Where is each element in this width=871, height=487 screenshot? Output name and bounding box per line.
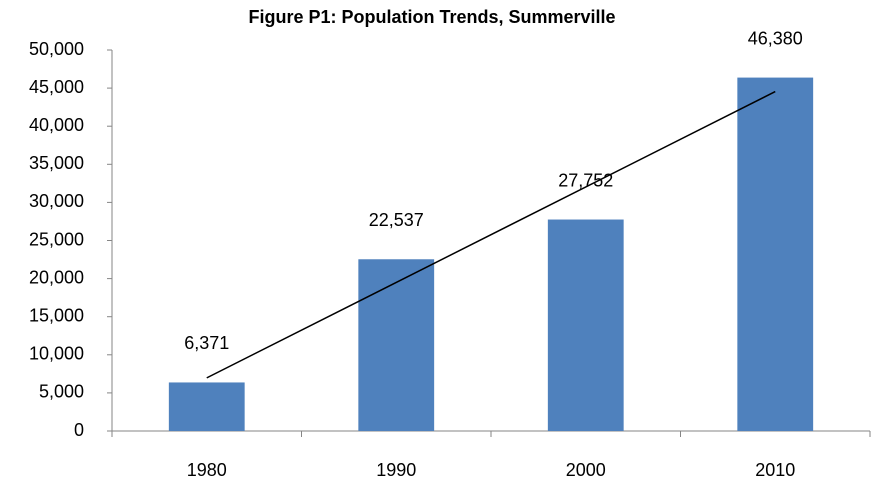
y-tick-label: 45,000 xyxy=(29,77,84,97)
x-tick-label: 1980 xyxy=(187,460,227,480)
y-tick-label: 20,000 xyxy=(29,267,84,287)
data-label: 27,752 xyxy=(558,170,613,190)
data-label: 46,380 xyxy=(748,28,803,48)
y-tick-label: 50,000 xyxy=(29,39,84,59)
bar xyxy=(358,259,435,431)
y-tick-label: 40,000 xyxy=(29,115,84,135)
y-tick-label: 0 xyxy=(74,420,84,440)
y-tick-label: 25,000 xyxy=(29,229,84,249)
data-label: 22,537 xyxy=(369,210,424,230)
x-tick-label: 1990 xyxy=(376,460,416,480)
y-tick-label: 35,000 xyxy=(29,153,84,173)
y-tick-label: 15,000 xyxy=(29,305,84,325)
x-tick-label: 2000 xyxy=(566,460,606,480)
bar xyxy=(547,219,624,431)
y-tick-label: 5,000 xyxy=(39,382,84,402)
y-tick-label: 10,000 xyxy=(29,344,84,364)
chart-title: Figure P1: Population Trends, Summervill… xyxy=(248,7,615,27)
y-tick-label: 30,000 xyxy=(29,191,84,211)
bar xyxy=(737,77,814,431)
x-tick-label: 2010 xyxy=(755,460,795,480)
trendline xyxy=(206,90,776,379)
data-label: 6,371 xyxy=(184,333,229,353)
bar xyxy=(168,382,245,431)
